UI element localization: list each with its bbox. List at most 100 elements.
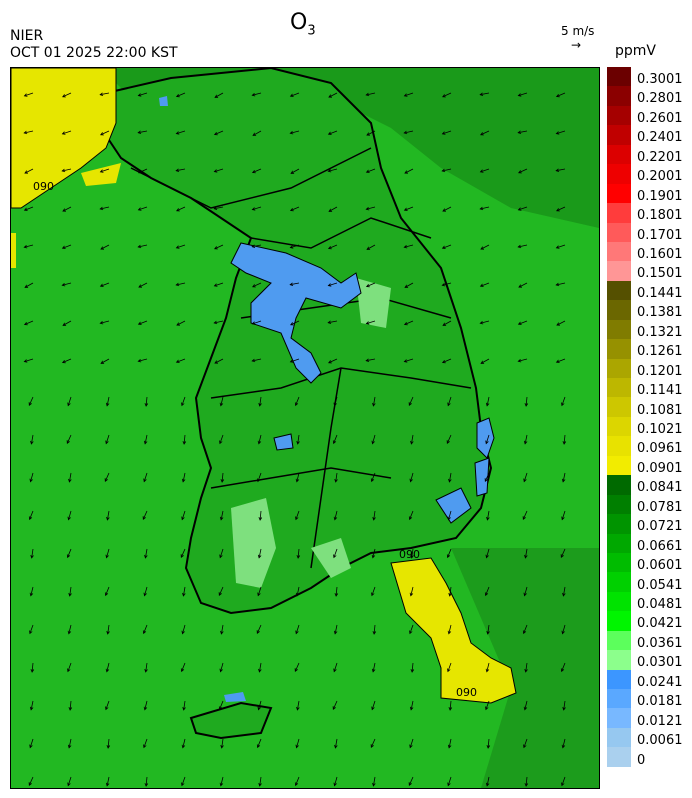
wind-arrow-head-icon [484,478,488,482]
wind-arrow-head-icon [524,554,528,559]
wind-arrow-head-icon [523,744,527,749]
wind-arrow-icon [480,244,490,250]
high-ozone-zone [11,233,16,268]
legend-swatch [607,630,631,651]
wind-arrow-head-icon [68,707,73,711]
wind-arrow-head-icon [556,208,560,212]
wind-arrow-head-icon [182,592,186,597]
wind-arrow-head-icon [441,168,446,173]
wind-arrow-icon [486,548,490,558]
low-ozone-zone [474,457,490,497]
wind-arrow-head-icon [218,706,223,711]
wind-arrow-icon [485,434,490,444]
high-ozone-zone [390,557,517,704]
legend-tick-label: 0.0481 [637,597,683,612]
wind-arrow-head-icon [289,282,294,286]
wind-arrow-icon [259,776,262,786]
wind-arrow-head-icon [409,630,413,635]
province-border [310,367,342,569]
wind-arrow-icon [333,434,338,444]
wind-arrow-head-icon [448,592,452,597]
legend-swatch [607,358,631,378]
wind-arrow-head-icon [28,516,33,521]
wind-arrow-head-icon [446,554,451,559]
high-ozone-zone [11,68,117,209]
wind-arrow-icon [144,434,148,444]
wind-arrow-head-icon [30,440,34,445]
wind-arrow-icon [24,320,34,325]
wind-arrow-icon [411,434,414,444]
wind-arrow-icon [556,168,566,172]
wind-arrow-head-icon [485,706,489,711]
wind-arrow-icon [556,130,566,134]
wind-arrow-head-icon [555,282,560,287]
wind-arrow-icon [296,586,300,596]
wind-arrow-head-icon [328,94,333,98]
wind-arrow-icon [524,586,528,596]
wind-arrow-icon [180,548,186,558]
wind-arrow-head-icon [562,706,566,711]
high-ozone-zone [81,163,121,186]
legend-swatch [607,67,631,87]
wind-arrow-icon [366,282,376,287]
wind-arrow-head-icon [561,516,565,521]
wind-arrow-icon [518,206,528,211]
wind-arrow-head-icon [404,170,409,174]
wind-arrow-head-icon [561,402,565,407]
legend-tick-label: 0.0901 [637,460,683,476]
wind-arrow-icon [480,282,490,287]
wind-arrow-icon [518,92,528,96]
wind-arrow-icon [486,776,490,786]
wind-arrow-head-icon [137,93,142,97]
wind-arrow-head-icon [175,131,180,135]
wind-arrow-icon [518,358,528,362]
wind-arrow-head-icon [403,130,408,135]
wind-arrow-icon [442,358,452,363]
wind-arrow-head-icon [296,706,300,711]
wind-arrow-icon [29,510,34,520]
legend-tick-label: 0.0361 [637,635,683,651]
title-text: O [290,10,308,35]
legend-tick-label: 0.1801 [637,208,683,224]
wind-arrow-icon [448,624,452,634]
wind-arrow-head-icon [408,782,412,786]
wind-arrow-head-icon [99,169,104,173]
wind-arrow-icon [561,510,566,520]
wind-arrow-icon [62,168,72,172]
legend-swatch [607,533,631,553]
wind-arrow-icon [67,662,72,672]
wind-arrow-head-icon [137,244,142,249]
wind-arrow-head-icon [67,782,71,787]
light-zone [311,538,351,578]
wind-arrow-head-icon [219,668,223,673]
wind-arrow-head-icon [371,668,376,673]
wind-arrow-head-icon [365,358,370,362]
wind-arrow-icon [256,624,262,634]
wind-arrow-icon [366,92,376,96]
wind-arrow-head-icon [486,745,491,749]
wind-arrow-icon [404,92,414,97]
wind-arrow-icon [214,244,224,250]
wind-arrow-icon [480,130,490,136]
wind-arrow-icon [106,662,110,672]
wind-arrow-head-icon [23,93,28,97]
wind-arrow-head-icon [105,440,109,445]
wind-arrow-head-icon [175,168,180,172]
wind-arrow-icon [100,92,110,96]
legend-tick-label: 0.2601 [637,110,683,126]
wind-arrow-icon [518,282,528,288]
wind-arrow-icon [181,396,186,406]
wind-arrow-icon [370,738,376,748]
wind-arrow-head-icon [479,92,484,96]
wind-arrow-icon [296,472,300,482]
wind-arrow-head-icon [447,668,451,673]
wind-arrow-head-icon [408,402,412,406]
wind-arrow-icon [214,130,224,135]
wind-arrow-icon [176,244,186,249]
wind-arrow-icon [372,662,376,672]
wind-arrow-icon [214,358,224,364]
wind-arrow-head-icon [213,320,218,325]
wind-arrow-icon [62,282,72,286]
wind-arrow-icon [66,434,72,444]
wind-arrow-icon [411,548,414,558]
